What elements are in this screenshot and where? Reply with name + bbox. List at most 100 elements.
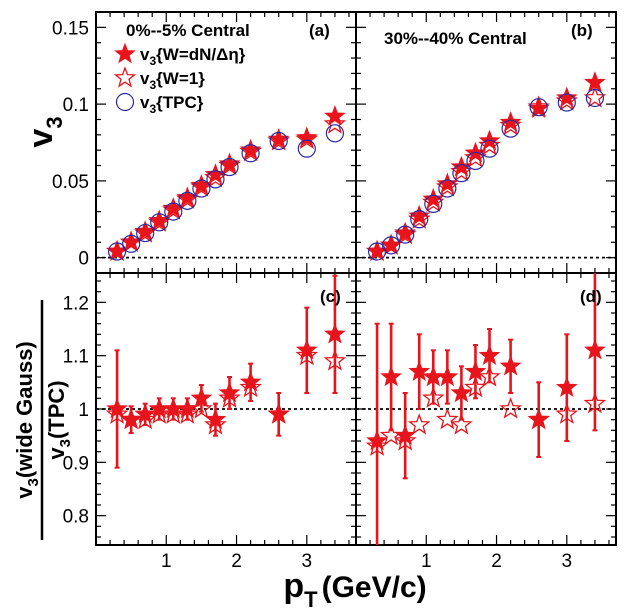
y-tick-label: 0.1 [63,95,89,116]
panel-c: 0.8 0.9 1 1.1 1.2 1 2 3 [63,272,357,572]
y-tick-label: 1.1 [63,347,89,368]
legend-marker-open-circle [115,92,135,112]
data-point-filled-star [204,408,227,429]
data-point-open-star [365,239,389,262]
legend-label-main: v [140,69,150,88]
data-point-open-circle [585,88,605,108]
legend-label-main: v [140,45,150,64]
data-point-open-star [323,112,347,134]
data-layer [365,273,607,545]
panel-c-tag: (c) [320,287,341,306]
legend-label-rest: {W=1} [156,69,205,88]
legend-entry: v3{W=dN/Δη} [114,42,246,68]
bottom-y-title-line2-main: v [44,447,69,460]
bottom-y-title-line1-sub: 3 [25,478,42,486]
x-tick-label: 1 [161,551,172,572]
data-point-open-circle [396,225,415,244]
legend-entry: v3{TPC} [115,92,204,116]
data-point-filled-star [380,365,402,387]
data-point-open-circle [410,210,429,229]
y-tick-label: 0.9 [63,453,89,474]
data-point-open-star [499,397,522,419]
data-layer [365,71,607,262]
legend-label: v3{W=dN/Δη} [140,45,246,68]
data-point-filled-star [499,354,522,376]
panel-a: 0 0.05 0.1 0.15 [52,11,357,274]
data-point-filled-star [106,397,128,419]
data-point-open-circle [424,194,443,214]
data-point-open-circle [501,119,520,138]
data-layer [105,274,347,469]
series-open-star [105,112,347,262]
legend-marker-filled-star [114,42,136,64]
data-point-filled-star [555,376,578,397]
data-point-open-star [379,233,403,256]
legend-marker-open-star [113,66,137,88]
panel-b [355,11,617,274]
data-point-filled-star [584,338,606,360]
data-point-filled-star [408,204,431,226]
panel-a-title: 0%--5% Central [126,21,250,40]
x-tick-label: 2 [491,551,502,572]
data-point-open-star [323,349,347,371]
data-point-filled-star [436,365,459,387]
data-point-open-star [295,343,319,366]
x-tick-label: 3 [562,551,573,572]
data-point-filled-star [239,138,262,160]
data-point-open-star [499,113,522,136]
bottom-y-title-line1-rest: (wide Gauss) [12,341,37,478]
bottom-y-title-line2-rest: (TPC) [44,380,69,439]
data-point-open-star [407,207,431,229]
data-point-filled-star [239,370,262,392]
data-point-open-star [436,407,459,430]
data-point-open-star [527,95,550,117]
data-point-open-circle [557,93,576,112]
x-title-sub: T [304,587,318,610]
panel-a-legend: 0%--5% Central v3{W=dN/Δη}v3{W=1}v3{TPC} [113,21,250,116]
data-point-filled-star [295,338,318,360]
data-point-open-star [464,375,487,398]
data-point-filled-star [436,172,459,194]
data-point-open-circle [325,124,345,143]
data-point-open-star [267,129,290,151]
bottom-y-title-line2-sub: 3 [57,439,74,447]
legend-label-rest: {W=dN/Δη} [156,45,246,64]
x-tick-label: 3 [302,551,313,572]
data-point-open-star [190,397,213,419]
data-point-open-star [105,402,129,424]
legend-label-rest: {TPC} [156,93,204,112]
series-filled-star [366,273,606,545]
data-point-open-star [450,413,473,435]
data-point-open-star [365,434,389,456]
data-point-open-circle [122,234,141,253]
y-tick-label: 0 [78,249,89,270]
svg-text:v3(TPC): v3(TPC) [44,380,74,459]
series-filled-star [106,274,346,469]
x-tick-label: 2 [231,551,242,572]
data-point-filled-star [499,111,522,132]
data-point-open-circle [466,151,485,171]
data-point-open-star [407,413,431,435]
data-point-open-star [583,391,607,414]
bottom-y-axis-title: v3(wide Gauss) v3(TPC) [12,300,74,540]
y-tick-label: 1.2 [63,293,89,314]
data-point-open-circle [269,131,288,151]
series-open-circle [367,88,605,261]
data-point-open-circle [206,170,225,189]
data-point-filled-star [324,322,346,344]
data-point-open-circle [220,157,239,177]
legend-label: v3{TPC} [140,93,204,116]
data-point-filled-star [422,187,445,209]
data-point-open-star [295,127,319,150]
data-point-open-star [422,386,445,408]
legend-entry: v3{W=1} [113,66,205,92]
x-title-rest: (GeV/c) [322,571,427,604]
x-axis-title: pT (GeV/c) [283,567,426,610]
data-point-open-star [464,146,487,168]
data-point-open-star [478,133,501,156]
data-point-open-star [393,429,417,451]
series-filled-star [106,104,346,261]
data-point-open-circle [178,191,197,210]
data-point-open-star [239,375,262,398]
